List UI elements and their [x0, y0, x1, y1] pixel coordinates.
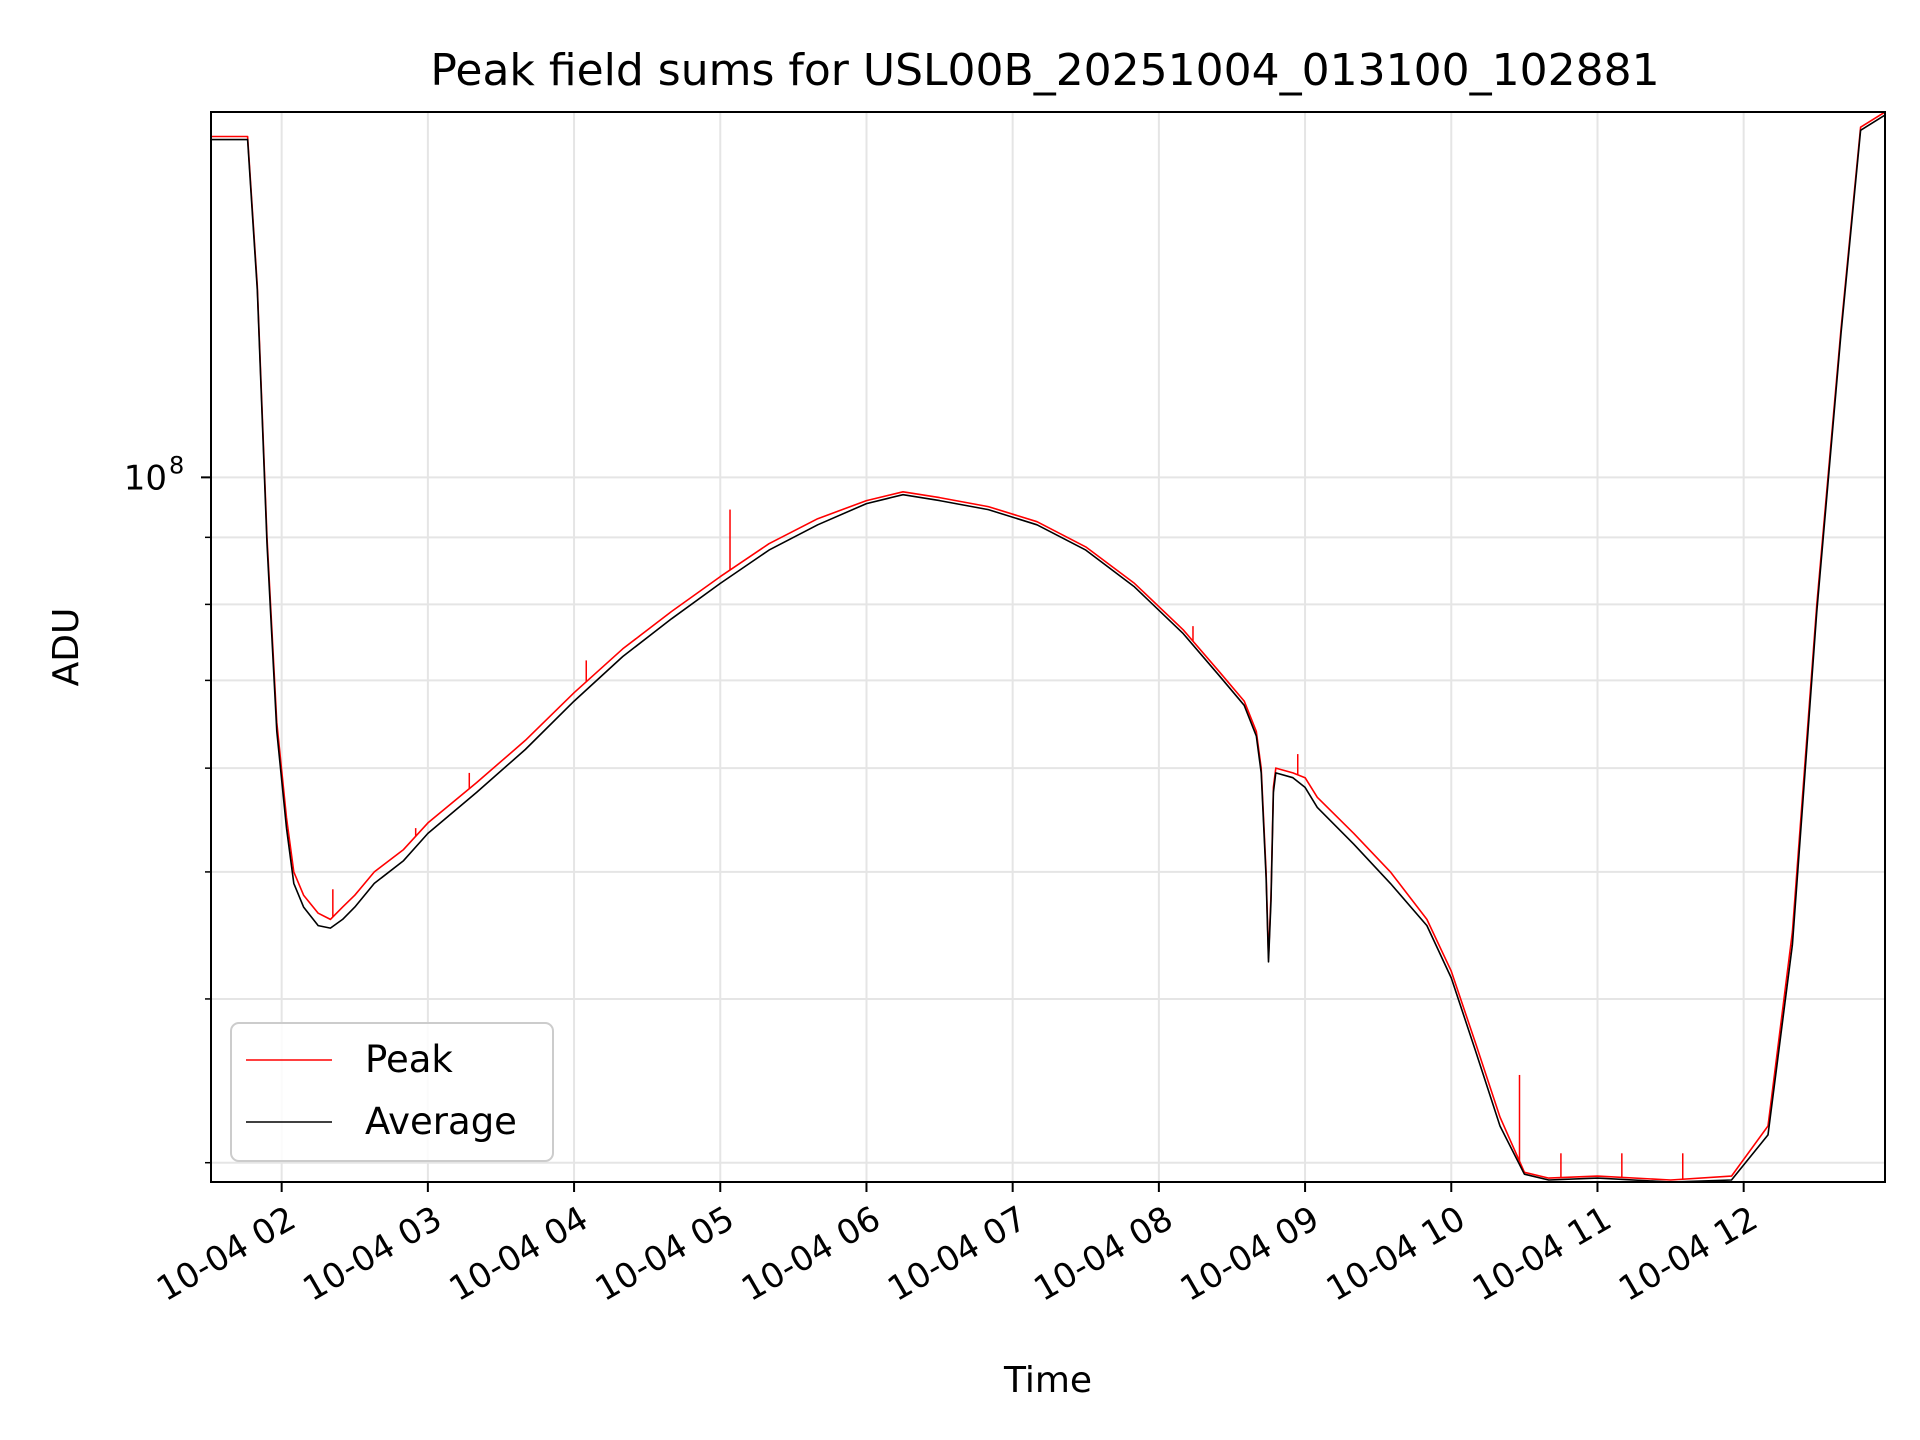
- legend-label-peak: Peak: [365, 1038, 453, 1081]
- grid-lines: [211, 112, 1885, 1182]
- series-line-peak: [211, 112, 1885, 1181]
- y-axis-label: ADU: [46, 608, 87, 687]
- plot-frame: [210, 111, 1886, 1183]
- chart-title: Peak field sums for USL00B_20251004_0131…: [430, 45, 1659, 96]
- legend-box: [230, 1022, 554, 1162]
- legend: Peak Average: [230, 1022, 554, 1162]
- x-axis-label: Time: [1003, 1360, 1092, 1401]
- series-line-average: [211, 114, 1885, 1182]
- y-tick-label-base: 10: [124, 458, 167, 498]
- y-tick-label-exponent: 8: [169, 451, 184, 479]
- series-layer: [211, 112, 1885, 1182]
- y-axis-ticks: 10 8: [124, 451, 211, 1164]
- legend-label-average: Average: [365, 1100, 517, 1143]
